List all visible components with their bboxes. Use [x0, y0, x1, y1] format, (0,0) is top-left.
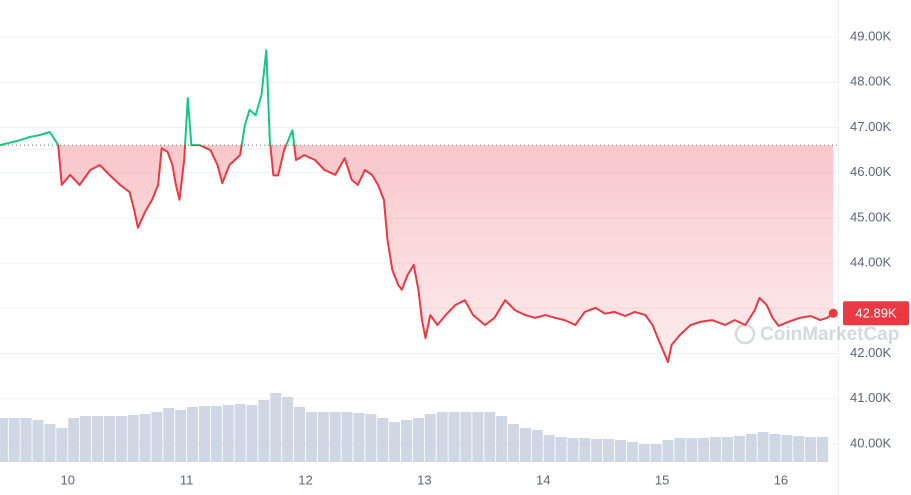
volume-bar [472, 412, 484, 462]
y-tick-label: 49.00K [850, 29, 892, 44]
volume-bar [163, 408, 175, 462]
watermark: CoinMarketCap [734, 323, 899, 345]
volume-bar [222, 405, 234, 462]
volume-bar [246, 405, 258, 462]
volume-bar [412, 418, 424, 462]
volume-bar [817, 437, 829, 462]
price-tag-label: 42.89K [855, 306, 897, 321]
x-tick-label: 13 [417, 472, 431, 487]
x-tick-label: 12 [298, 472, 312, 487]
watermark-text: CoinMarketCap [760, 324, 899, 345]
x-tick-label: 10 [61, 472, 75, 487]
volume-bar [757, 432, 769, 462]
volume-bar [270, 393, 282, 462]
volume-bar [151, 412, 163, 462]
y-tick-label: 45.00K [850, 209, 892, 224]
volume-bar [507, 424, 519, 462]
price-area [0, 145, 834, 363]
volume-bar [793, 436, 805, 462]
price-tag [843, 301, 909, 326]
volume-bar [805, 437, 817, 462]
volume-bar [305, 412, 317, 462]
volume-bar [448, 412, 460, 462]
volume-bar [294, 407, 306, 462]
volume-bar [769, 434, 781, 462]
volume-bar [579, 438, 591, 462]
volume-bar [341, 412, 353, 462]
volume-bar [531, 430, 543, 462]
volume-bar [733, 436, 745, 462]
volume-bar [127, 415, 139, 462]
current-dot [828, 308, 838, 318]
volume-bar [353, 413, 365, 462]
volume-bar [139, 414, 151, 462]
y-tick-label: 41.00K [850, 390, 892, 405]
volume-bar [781, 435, 793, 462]
x-tick-label: 14 [536, 472, 550, 487]
x-tick-label: 15 [655, 472, 669, 487]
x-tick-label: 16 [774, 472, 788, 487]
volume-bar [234, 404, 246, 462]
volume-bar [377, 418, 389, 462]
volume-bar [56, 428, 68, 462]
volume-bar [626, 442, 638, 462]
volume-bar [674, 438, 686, 462]
volume-bar [603, 439, 615, 462]
volume-bar [543, 435, 555, 462]
y-tick-label: 42.00K [850, 345, 892, 360]
volume-bar [80, 416, 92, 462]
volume-bar [424, 414, 436, 462]
y-tick-label: 44.00K [850, 255, 892, 270]
volume-bar [496, 416, 508, 462]
volume-bar [44, 424, 56, 462]
volume-bar [282, 397, 294, 462]
volume-bar [317, 412, 329, 462]
volume-bar [686, 438, 698, 462]
volume-bar [555, 437, 567, 462]
volume-bar [91, 416, 103, 462]
volume-bar [32, 420, 44, 462]
volume-bar [745, 434, 757, 462]
volume-bar [484, 412, 496, 462]
volume-bar [115, 416, 127, 462]
watermark-logo [734, 323, 756, 345]
volume-bar [20, 418, 32, 462]
volume-bar [650, 444, 662, 462]
volume-bar [519, 428, 531, 462]
volume-bar [567, 438, 579, 462]
volume-bar [591, 439, 603, 462]
volume-bar [175, 410, 187, 462]
volume-bar [198, 406, 210, 462]
volume-bar [365, 414, 377, 462]
volume-bar [436, 412, 448, 462]
volume-bar [258, 400, 270, 462]
volume-bar [187, 407, 199, 462]
volume-bar [389, 422, 401, 462]
volume-bar [638, 444, 650, 462]
volume-bar [721, 437, 733, 462]
x-tick-label: 11 [180, 472, 194, 487]
volume-bar [210, 406, 222, 462]
y-tick-label: 46.00K [850, 164, 892, 179]
volume-bar [401, 420, 413, 462]
volume-bar [8, 418, 20, 462]
volume-bar [460, 412, 472, 462]
volume-bar [710, 437, 722, 462]
volume-bar [614, 440, 626, 462]
volume-bar [68, 418, 80, 462]
y-tick-label: 48.00K [850, 74, 892, 89]
volume-bar [698, 438, 710, 462]
volume-bar [329, 412, 341, 462]
y-tick-label: 47.00K [850, 119, 892, 134]
volume-bar [0, 418, 8, 462]
volume-bar [103, 416, 115, 462]
price-line [0, 49, 834, 364]
volume-bar [662, 440, 674, 462]
y-tick-label: 40.00K [850, 435, 892, 450]
